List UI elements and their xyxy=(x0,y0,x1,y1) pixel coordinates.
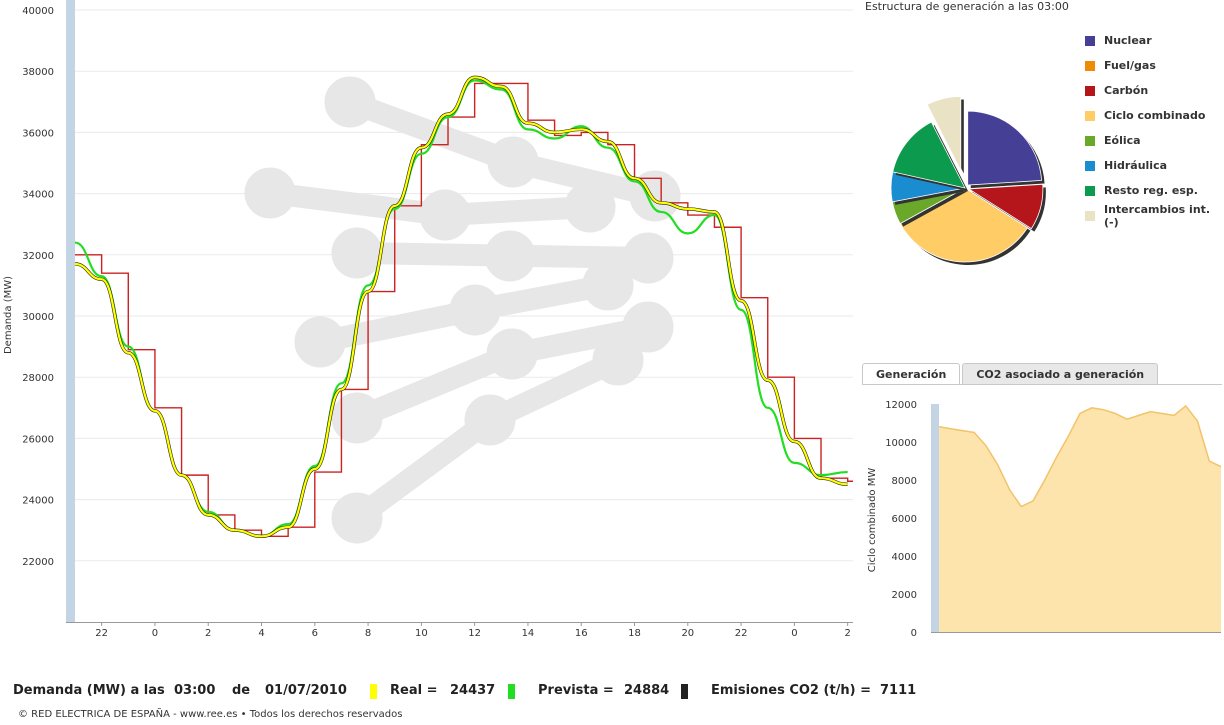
x-tick-label: 2 xyxy=(205,628,211,639)
y-tick-label: 28000 xyxy=(22,373,54,384)
x-tick-label: 8 xyxy=(365,628,371,639)
pie-slice-shadow xyxy=(895,191,968,227)
real-color-marker xyxy=(370,684,377,699)
legend-label: Intercambios int. (-) xyxy=(1104,202,1211,229)
legend-label: Nuclear xyxy=(1104,34,1152,47)
legend-item-ciclo-combinado[interactable]: Ciclo combinado xyxy=(1085,103,1224,128)
pie-slice[interactable] xyxy=(967,183,1044,230)
legend-swatch xyxy=(1085,85,1095,96)
small-y-tick-label: 6000 xyxy=(892,514,917,525)
x-tick-label: 10 xyxy=(415,628,428,639)
x-tick-label: 6 xyxy=(312,628,318,639)
series-line-real xyxy=(74,76,848,538)
legend-swatch xyxy=(1085,35,1095,46)
prevista-value: 24884 xyxy=(624,683,670,698)
tab-divider xyxy=(862,384,1222,385)
y-axis-label: Demanda (MW) xyxy=(3,276,14,354)
y-tick-label: 22000 xyxy=(22,557,54,568)
y-tick-label: 38000 xyxy=(22,67,54,78)
legend-item-hidraulica[interactable]: Hidráulica xyxy=(1085,153,1224,178)
tab-co2[interactable]: CO2 asociado a generación xyxy=(962,363,1159,385)
legend-label: Hidráulica xyxy=(1104,159,1168,172)
y-tick-label: 32000 xyxy=(22,251,54,262)
x-tick-label: 12 xyxy=(468,628,481,639)
demand-chart: 2200024000260002800030000320003400036000… xyxy=(3,0,853,639)
small-y-tick-label: 10000 xyxy=(885,438,917,449)
x-tick-label: 0 xyxy=(791,628,797,639)
small-x-axis-line xyxy=(931,632,1221,633)
y-tick-label: 26000 xyxy=(22,434,54,445)
small-y-axis-label: Ciclo combinado MW xyxy=(867,468,878,573)
legend-swatch xyxy=(1085,160,1095,171)
tab-generacion[interactable]: Generación xyxy=(862,363,961,385)
emisiones-color-marker xyxy=(681,684,688,699)
real-label: Real = xyxy=(390,683,438,698)
combined-cycle-chart: 0 2000 4000 6000 8000 10000 12000 Ciclo combin… xyxy=(867,400,1222,639)
x-tick-label: 18 xyxy=(628,628,641,639)
legend-item-carbon[interactable]: Carbón xyxy=(1085,78,1224,103)
legend-label: Ciclo combinado xyxy=(1104,109,1206,122)
pie-slice[interactable] xyxy=(926,96,962,171)
small-y-tick-label: 0 xyxy=(911,628,917,639)
legend-item-resto-reg-esp[interactable]: Resto reg. esp. xyxy=(1085,178,1224,203)
pie-slice[interactable] xyxy=(967,110,1043,186)
legend-item-fuel-gas[interactable]: Fuel/gas xyxy=(1085,53,1224,78)
y-tick-label: 34000 xyxy=(22,190,54,201)
pie-title: Estructura de generación a las 03:00 xyxy=(865,0,1069,13)
chart-tabs: Generación CO2 asociado a generación xyxy=(862,363,1160,385)
summary-de: de xyxy=(232,683,251,698)
co2-value: 7111 xyxy=(880,683,917,698)
legend-label: Carbón xyxy=(1104,84,1149,97)
footer-copyright: © RED ELECTRICA DE ESPAÑA - www.ree.es •… xyxy=(18,709,403,720)
small-y-tick-label: 8000 xyxy=(892,476,917,487)
area-series-line xyxy=(938,404,1222,508)
legend-swatch xyxy=(1085,60,1095,71)
y-tick-label: 24000 xyxy=(22,496,54,507)
generation-pie xyxy=(890,96,1046,265)
pie-slice[interactable] xyxy=(892,121,966,189)
prevista-color-marker xyxy=(508,684,515,699)
x-tick-label: 14 xyxy=(522,628,535,639)
small-y-tick-label: 4000 xyxy=(892,552,917,563)
legend-label: Resto reg. esp. xyxy=(1104,184,1198,197)
legend-swatch xyxy=(1085,135,1095,146)
area-series xyxy=(939,405,1221,632)
legend-swatch xyxy=(1085,110,1095,121)
legend-label: Fuel/gas xyxy=(1104,59,1156,72)
x-tick-label: 0 xyxy=(152,628,158,639)
y-axis-bar xyxy=(66,0,75,622)
x-axis-line xyxy=(66,622,853,623)
small-y-tick-label: 12000 xyxy=(885,400,917,411)
summary-label: Demanda (MW) a las xyxy=(13,683,165,698)
legend-swatch xyxy=(1085,210,1095,221)
x-tick-label: 4 xyxy=(258,628,264,639)
legend-item-intercambios[interactable]: Intercambios int. (-) xyxy=(1085,202,1224,229)
summary-time: 03:00 xyxy=(174,683,216,698)
x-tick-label: 20 xyxy=(681,628,694,639)
small-y-axis-bar xyxy=(931,404,939,632)
legend-swatch xyxy=(1085,185,1095,196)
ree-logo-watermark xyxy=(244,76,681,544)
y-tick-label: 30000 xyxy=(22,312,54,323)
summary-date: 01/07/2010 xyxy=(265,683,347,698)
legend-label: Eólica xyxy=(1104,134,1141,147)
legend-item-nuclear[interactable]: Nuclear xyxy=(1085,28,1224,53)
x-tick-label: 2 xyxy=(844,628,850,639)
small-y-tick-label: 2000 xyxy=(892,590,917,601)
y-tick-label: 36000 xyxy=(22,128,54,139)
real-value: 24437 xyxy=(450,683,496,698)
x-tick-label: 22 xyxy=(735,628,748,639)
series-line-programada xyxy=(75,82,853,538)
legend-item-eolica[interactable]: Eólica xyxy=(1085,128,1224,153)
y-tick-label: 40000 xyxy=(22,6,54,17)
x-tick-label: 16 xyxy=(575,628,588,639)
prevista-label: Prevista = xyxy=(538,683,614,698)
pie-legend: Nuclear Fuel/gas Carbón Ciclo combinado … xyxy=(1085,28,1224,229)
x-tick-label: 22 xyxy=(95,628,108,639)
co2-label: Emisiones CO2 (t/h) = xyxy=(711,683,872,698)
